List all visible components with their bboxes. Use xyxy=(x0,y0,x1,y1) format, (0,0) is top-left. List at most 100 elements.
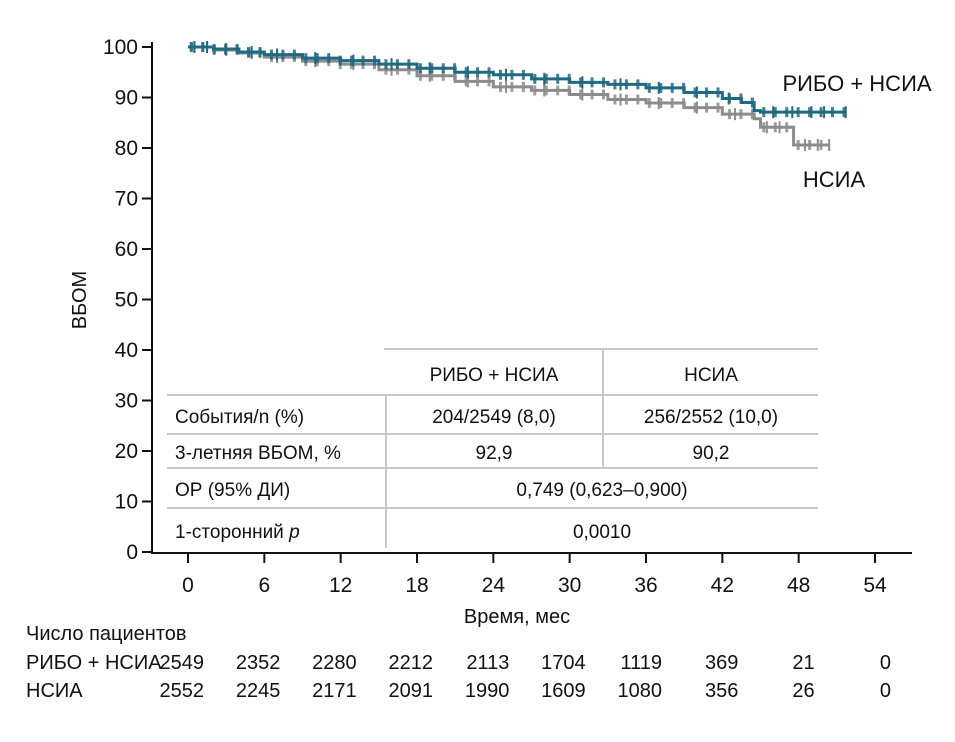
table-row-label-hr: ОР (95% ДИ) xyxy=(175,480,290,501)
censor-mark-nsia xyxy=(739,109,743,120)
censor-mark-ribo-nsia xyxy=(567,73,571,84)
x-tick-label: 36 xyxy=(634,574,657,597)
censor-mark-ribo-nsia xyxy=(201,42,205,52)
censor-mark-nsia xyxy=(727,109,731,120)
y-tick-label: 10 xyxy=(115,491,138,514)
censor-mark-ribo-nsia xyxy=(727,93,731,104)
censor-mark-ribo-nsia xyxy=(521,69,525,80)
y-tick-label: 60 xyxy=(115,238,138,261)
censor-mark-ribo-nsia xyxy=(212,44,216,55)
censor-mark-nsia xyxy=(705,102,709,113)
censor-mark-ribo-nsia xyxy=(487,67,491,78)
x-tick-label: 18 xyxy=(405,574,428,597)
censor-mark-ribo-nsia xyxy=(224,44,228,55)
censor-mark-nsia xyxy=(796,139,800,150)
table-cell-hr: 0,749 (0,623–0,900) xyxy=(516,480,687,501)
censor-mark-nsia xyxy=(819,139,823,150)
risk-values: 2549 2352 2280 2212 2113 1704 1119 369 21 0 2552 22… xyxy=(160,652,892,702)
p-label-italic: p xyxy=(288,522,300,543)
censor-mark-ribo-nsia xyxy=(235,44,239,55)
risk-value: 369 xyxy=(705,652,738,674)
table-header-ribo: РИБО + НСИА xyxy=(430,365,559,386)
censor-mark-nsia xyxy=(579,89,583,100)
censor-mark-nsia xyxy=(510,81,514,92)
y-tick-label: 20 xyxy=(115,440,138,463)
x-tick-label: 0 xyxy=(182,574,194,597)
censor-mark-nsia xyxy=(418,70,422,81)
risk-value: 21 xyxy=(792,652,814,674)
y-tick-label: 80 xyxy=(115,137,138,160)
censor-mark-ribo-nsia xyxy=(464,67,468,78)
censor-mark-nsia xyxy=(785,122,789,133)
censor-mark-ribo-nsia xyxy=(590,77,594,88)
table-cell-events-nsia: 256/2552 (10,0) xyxy=(644,407,778,428)
censor-mark-ribo-nsia xyxy=(624,79,628,90)
censor-mark-nsia xyxy=(487,76,491,87)
censor-mark-ribo-nsia xyxy=(602,77,606,88)
series-label-nsia: НСИА xyxy=(803,167,866,192)
censor-mark-ribo-nsia xyxy=(395,59,399,70)
censor-mark-ribo-nsia xyxy=(544,73,548,84)
censor-mark-ribo-nsia xyxy=(750,97,754,108)
censor-mark-ribo-nsia xyxy=(808,107,812,118)
censor-mark-nsia xyxy=(441,70,445,81)
x-tick-label: 42 xyxy=(711,574,734,597)
censor-mark-ribo-nsia xyxy=(498,69,502,80)
y-tick-label: 90 xyxy=(115,87,138,110)
censor-mark-ribo-nsia xyxy=(670,82,674,93)
censor-mark-nsia xyxy=(498,81,502,92)
risk-value: 2113 xyxy=(466,652,509,674)
risk-value: 2212 xyxy=(389,652,434,674)
censor-mark-ribo-nsia xyxy=(338,55,342,66)
x-tick-label: 48 xyxy=(787,574,810,597)
risk-row-name-nsia: НСИА xyxy=(26,680,83,702)
censor-mark-nsia xyxy=(464,76,468,87)
censor-mark-nsia xyxy=(613,94,617,105)
censor-mark-ribo-nsia xyxy=(762,107,766,118)
censor-mark-ribo-nsia xyxy=(292,49,296,60)
censor-mark-ribo-nsia xyxy=(682,82,686,93)
x-ticks: 0 6 12 18 24 30 36 42 48 54 xyxy=(182,553,887,597)
censor-mark-ribo-nsia xyxy=(373,55,377,66)
table-row-label-3y: 3-летняя ВБОМ, % xyxy=(175,443,341,464)
y-tick-label: 50 xyxy=(115,289,138,312)
censor-mark-nsia xyxy=(693,102,697,113)
censor-mark-ribo-nsia xyxy=(785,107,789,118)
censor-mark-ribo-nsia xyxy=(269,49,273,60)
censor-mark-ribo-nsia xyxy=(693,87,697,98)
risk-value: 1990 xyxy=(465,680,510,702)
x-tick-label: 24 xyxy=(482,574,506,597)
censor-mark-ribo-nsia xyxy=(384,59,388,70)
x-axis-title: Время, мес xyxy=(464,606,570,628)
censor-mark-nsia xyxy=(716,102,720,113)
censor-mark-nsia xyxy=(647,98,651,109)
censor-mark-ribo-nsia xyxy=(304,53,308,64)
censor-mark-ribo-nsia xyxy=(659,82,663,93)
censor-mark-ribo-nsia xyxy=(739,93,743,104)
axes-layer xyxy=(151,42,912,554)
risk-value: 2352 xyxy=(236,652,281,674)
censor-mark-ribo-nsia xyxy=(773,107,777,118)
censor-mark-ribo-nsia xyxy=(430,63,434,74)
censor-mark-nsia xyxy=(521,81,525,92)
risk-value: 356 xyxy=(705,680,738,702)
risk-value: 1119 xyxy=(620,652,662,674)
table-cell-3y-nsia: 90,2 xyxy=(693,443,730,464)
censor-mark-ribo-nsia xyxy=(189,42,193,52)
y-tick-label: 40 xyxy=(115,339,138,362)
censor-mark-ribo-nsia xyxy=(361,55,365,66)
risk-value: 26 xyxy=(792,680,814,702)
table-cell-events-ribo: 204/2549 (8,0) xyxy=(432,407,556,428)
censor-mark-nsia xyxy=(750,109,754,120)
censor-mark-nsia xyxy=(533,85,537,96)
censor-mark-ribo-nsia xyxy=(453,63,457,74)
risk-row-name-ribo: РИБО + НСИА xyxy=(26,652,162,674)
censor-mark-ribo-nsia xyxy=(831,107,835,118)
censor-mark-nsia xyxy=(602,89,606,100)
x-tick-label: 6 xyxy=(258,574,270,597)
censor-mark-ribo-nsia xyxy=(350,55,354,66)
risk-value: 1609 xyxy=(541,680,586,702)
x-tick-label: 30 xyxy=(558,574,581,597)
censor-mark-nsia xyxy=(407,64,411,75)
y-tick-label: 30 xyxy=(115,390,138,413)
